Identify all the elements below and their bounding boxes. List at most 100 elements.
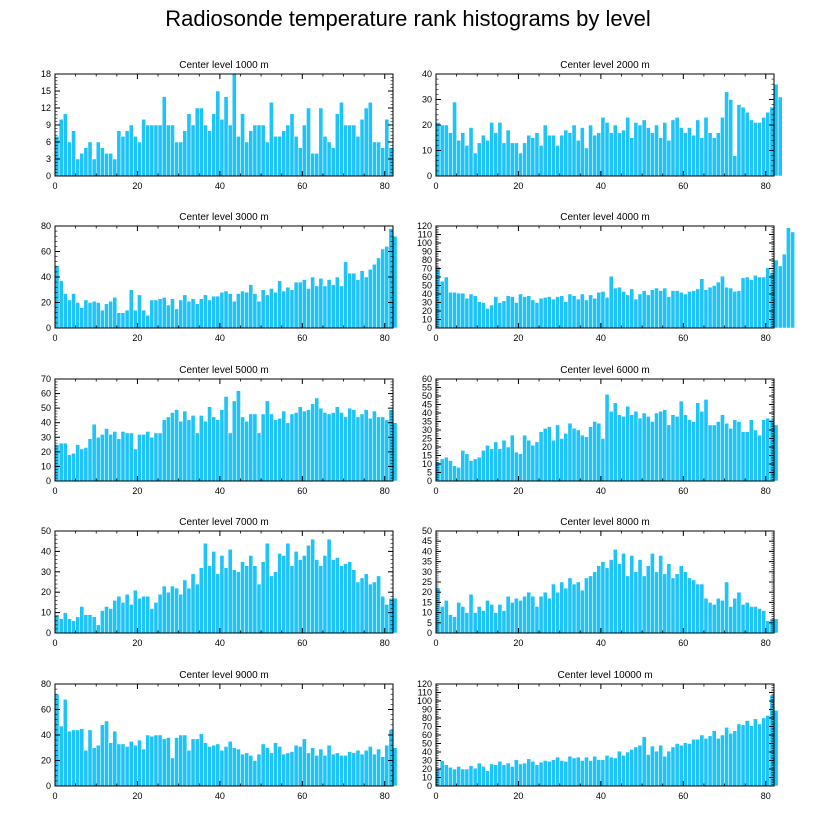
bar	[773, 83, 779, 177]
bar	[526, 758, 532, 787]
bar	[732, 730, 738, 787]
bar	[452, 465, 457, 482]
x-tick-label: 60	[297, 791, 307, 801]
y-tick-label: 0	[427, 171, 432, 181]
bar	[728, 99, 734, 177]
bar	[703, 598, 709, 634]
bar	[472, 458, 478, 482]
bar	[194, 432, 200, 482]
bar	[108, 300, 113, 329]
bar	[376, 141, 381, 177]
y-tick-label: 30	[422, 95, 432, 105]
bar	[468, 127, 474, 177]
chart-panel-8: Center level 8000 m0 20 40 60 80051015202530…	[422, 517, 779, 648]
bar	[621, 553, 626, 634]
y-tick-label: 15	[422, 597, 432, 607]
bar	[448, 614, 453, 634]
bar	[302, 279, 307, 329]
bar	[244, 292, 249, 329]
y-tick-label: 100	[417, 238, 432, 248]
bar	[505, 596, 511, 634]
bar	[468, 293, 474, 329]
figure-title: Radiosonde temperature rank histograms b…	[165, 6, 651, 31]
bar	[749, 606, 754, 634]
bar	[297, 746, 303, 787]
bar	[145, 734, 151, 787]
bar	[621, 291, 626, 329]
bar	[137, 739, 142, 787]
bar	[174, 409, 179, 482]
bar	[141, 748, 146, 787]
bar	[363, 750, 369, 787]
bar	[476, 606, 482, 634]
bar	[380, 756, 386, 787]
bar	[137, 141, 142, 177]
y-tick-label: 10	[41, 608, 51, 618]
x-tick-label: 20	[513, 486, 523, 496]
bar	[703, 289, 709, 329]
bar	[489, 304, 494, 329]
x-tick-label: 20	[513, 638, 523, 648]
bar	[497, 448, 503, 482]
bar	[166, 737, 171, 787]
bar	[641, 119, 647, 177]
bar	[293, 412, 299, 482]
bar	[231, 400, 237, 482]
bar	[100, 434, 105, 482]
bar	[124, 432, 130, 482]
bar	[388, 729, 394, 787]
bar	[359, 119, 365, 177]
bar	[157, 124, 163, 177]
bar	[464, 145, 470, 177]
bar	[621, 416, 626, 482]
y-tick-label: 20	[41, 298, 51, 308]
chart-panel-6: Center level 6000 m0 20 40 60 80051015202530…	[422, 365, 779, 496]
bar	[588, 426, 593, 482]
bar	[194, 583, 200, 634]
bar	[137, 294, 142, 329]
chart-panel-9: Center level 9000 m 0 20 40 60 80 0 20 40 60 80	[41, 670, 398, 801]
bar	[384, 246, 390, 329]
bar	[711, 137, 717, 177]
bar	[54, 265, 60, 329]
bar	[625, 294, 630, 329]
x-tick-label: 40	[596, 181, 606, 191]
bar	[456, 292, 461, 329]
bar	[439, 458, 445, 482]
bar	[481, 610, 486, 634]
bar	[62, 293, 68, 329]
y-tick-label: 60	[41, 705, 51, 715]
bar	[203, 124, 208, 177]
bar	[289, 413, 295, 482]
bar	[326, 413, 332, 482]
bar	[376, 257, 381, 329]
bar	[302, 555, 307, 634]
bar	[518, 600, 523, 634]
bar	[170, 585, 175, 634]
bar	[120, 312, 126, 329]
bar	[761, 419, 767, 482]
chart-panel-2: Center level 2000 m 0 20 40 60 80 0 10 20 30 40	[422, 60, 783, 191]
bar	[335, 276, 340, 329]
bar	[514, 142, 519, 177]
bar	[87, 729, 93, 787]
bar	[514, 451, 519, 482]
x-tick-label: 80	[380, 486, 390, 496]
bar	[310, 403, 315, 482]
bar	[687, 291, 692, 329]
bar	[472, 295, 478, 329]
x-tick-label: 0	[433, 486, 438, 496]
bar	[54, 614, 60, 634]
bar	[678, 744, 684, 787]
bar	[137, 598, 142, 634]
y-tick-label: 20	[422, 442, 432, 452]
bar	[674, 117, 680, 177]
bar	[157, 734, 163, 787]
bar	[707, 286, 713, 329]
bar	[452, 616, 457, 634]
bar	[612, 402, 618, 482]
bar	[269, 288, 274, 329]
bar	[388, 228, 394, 329]
bar	[67, 730, 72, 787]
bar	[740, 277, 746, 329]
